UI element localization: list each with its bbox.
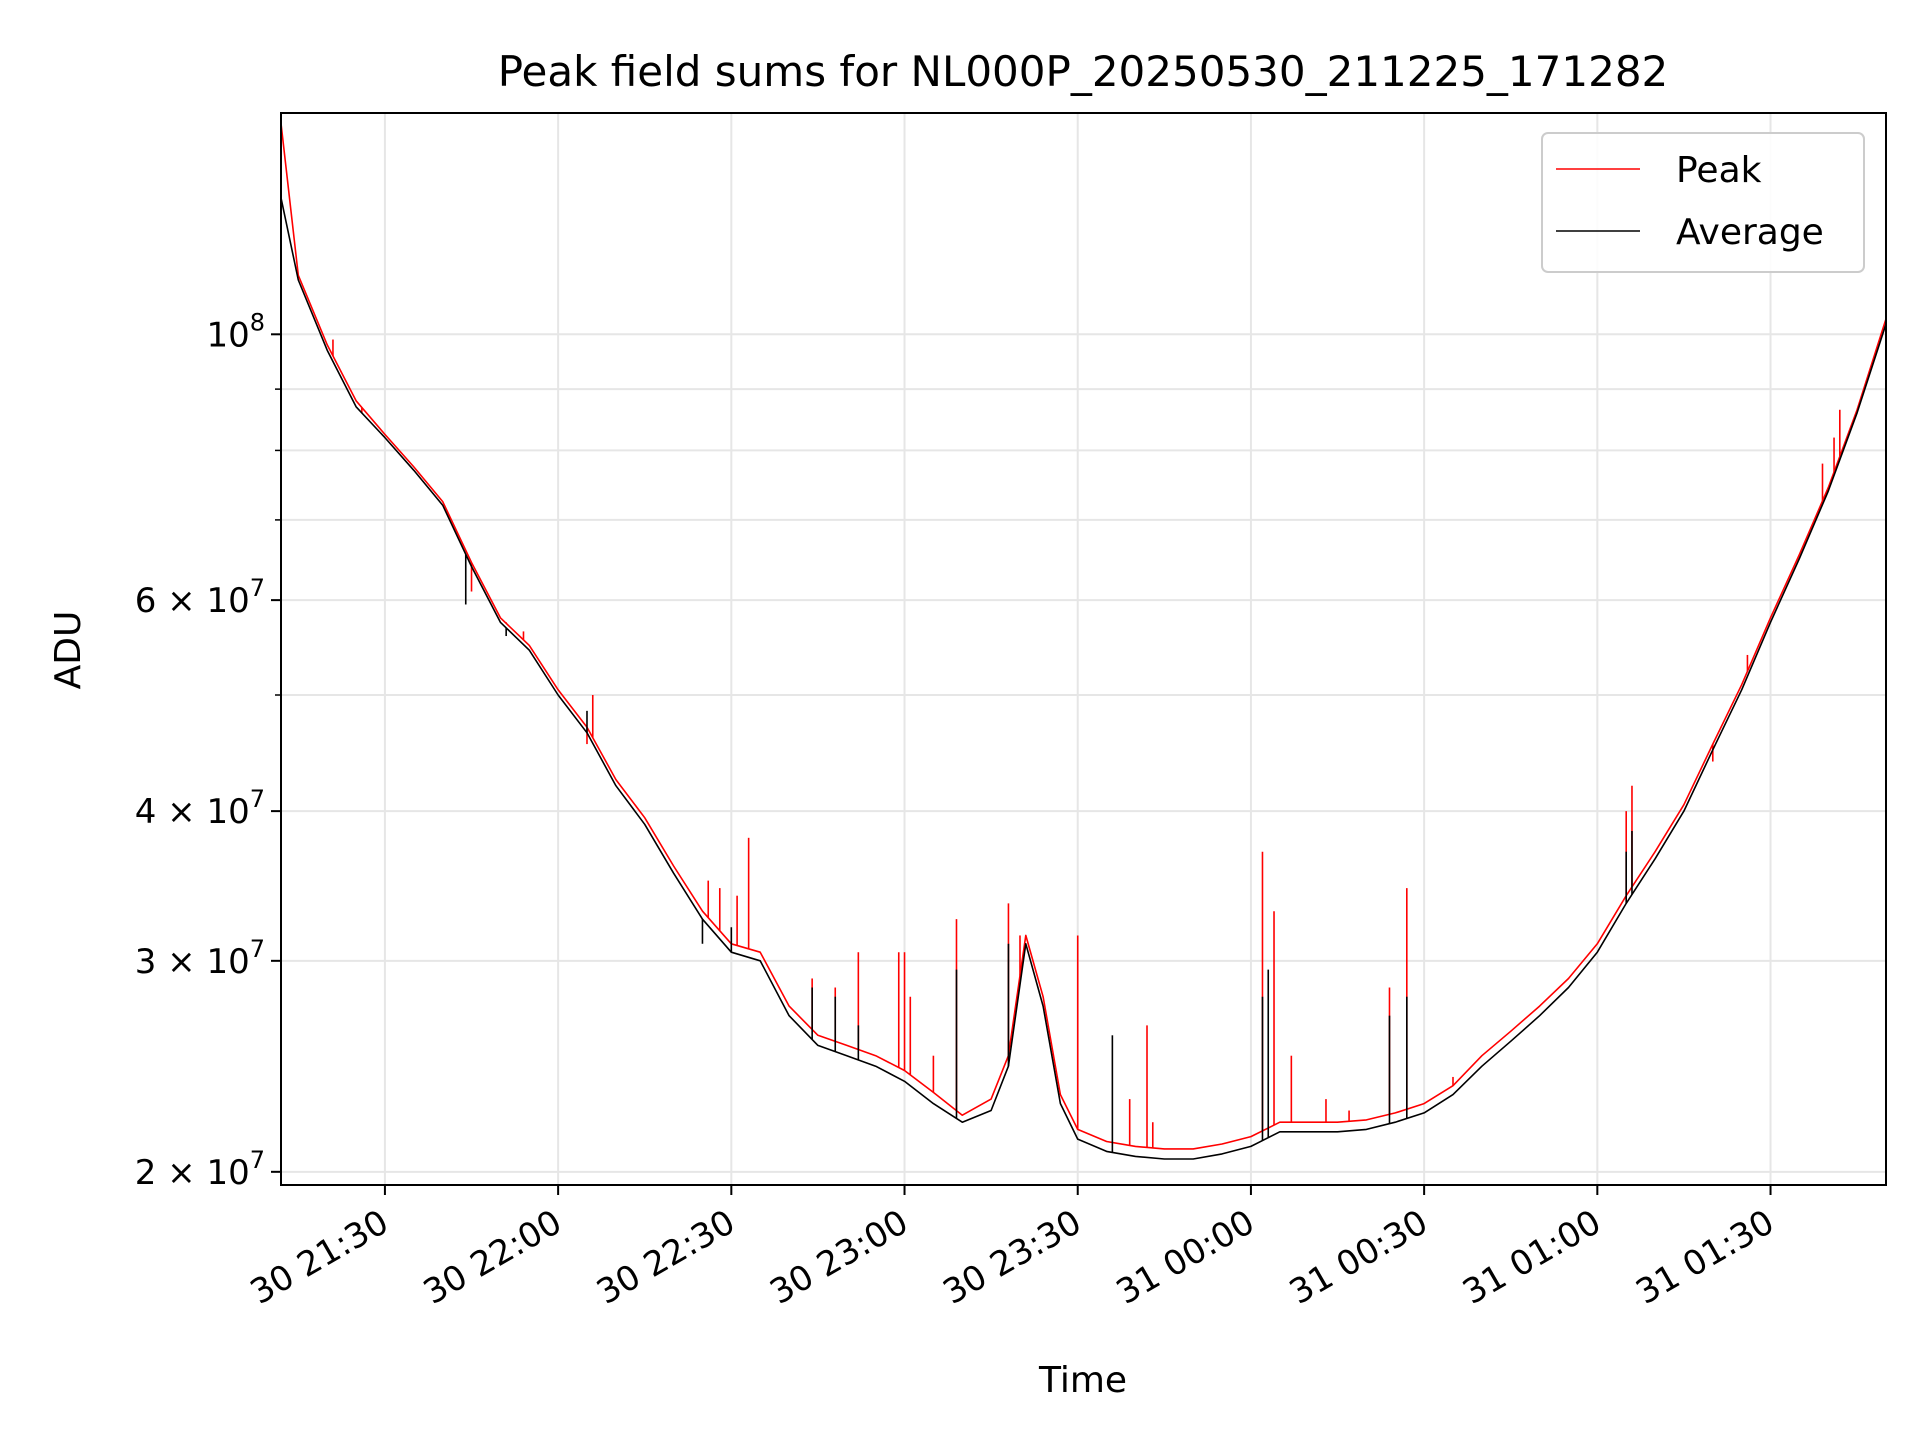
series-layer — [280, 123, 1887, 1160]
y-tick-label-exponent: 8 — [250, 308, 265, 336]
y-tick-label-exponent: 7 — [250, 1146, 265, 1174]
y-tick-label-base: 3 × 10 — [135, 942, 250, 982]
y-tick-label-base: 2 × 10 — [135, 1153, 250, 1193]
y-axis-label: ADU — [48, 611, 89, 690]
legend-label-peak: Peak — [1676, 150, 1762, 191]
y-tick-label-exponent: 7 — [250, 935, 265, 963]
y-tick-label-exponent: 7 — [250, 785, 265, 813]
y-tick-label: 6 × 107 — [135, 574, 265, 621]
plot-frame — [280, 112, 1887, 1186]
legend-box — [1541, 132, 1865, 273]
series-line-average — [280, 197, 1887, 1160]
y-tick-label-base: 4 × 10 — [135, 792, 250, 832]
chart-title: Peak field sums for NL000P_20250530_2112… — [498, 47, 1669, 96]
series-line-peak — [280, 123, 1887, 1150]
legend-label-average: Average — [1676, 212, 1824, 253]
legend: Peak Average — [1541, 132, 1865, 273]
y-tick-label: 2 × 107 — [135, 1146, 265, 1193]
y-tick-label: 3 × 107 — [135, 935, 265, 982]
grid-layer — [281, 113, 1886, 1185]
y-tick-label-exponent: 7 — [250, 574, 265, 602]
y-tick-label: 4 × 107 — [135, 785, 265, 832]
y-tick-label-base: 10 — [206, 315, 249, 355]
y-tick-label-base: 6 × 10 — [135, 581, 250, 621]
y-tick-label: 108 — [206, 308, 265, 355]
x-axis-label: Time — [1038, 1360, 1127, 1401]
